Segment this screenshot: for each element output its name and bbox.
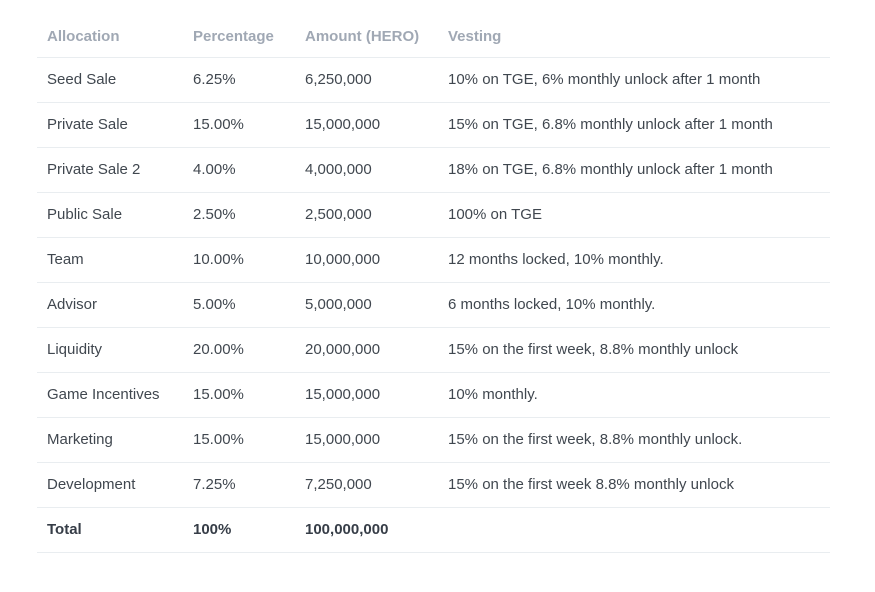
- cell-allocation: Private Sale: [37, 102, 183, 148]
- cell-amount: 15,000,000: [295, 417, 438, 463]
- column-header-allocation: Allocation: [37, 20, 183, 58]
- table-row: Advisor 5.00% 5,000,000 6 months locked,…: [37, 282, 830, 328]
- cell-percentage: 5.00%: [183, 282, 295, 328]
- cell-allocation: Marketing: [37, 417, 183, 463]
- cell-percentage: 4.00%: [183, 147, 295, 193]
- cell-allocation: Development: [37, 462, 183, 508]
- cell-amount: 20,000,000: [295, 327, 438, 373]
- table-row: Public Sale 2.50% 2,500,000 100% on TGE: [37, 192, 830, 238]
- cell-amount: 5,000,000: [295, 282, 438, 328]
- cell-vesting: 6 months locked, 10% monthly.: [438, 282, 830, 328]
- cell-vesting: 15% on TGE, 6.8% monthly unlock after 1 …: [438, 102, 830, 148]
- header-row: Allocation Percentage Amount (HERO) Vest…: [37, 20, 830, 58]
- cell-percentage: 10.00%: [183, 237, 295, 283]
- table-row: Private Sale 15.00% 15,000,000 15% on TG…: [37, 102, 830, 148]
- cell-percentage: 15.00%: [183, 102, 295, 148]
- cell-allocation: Game Incentives: [37, 372, 183, 418]
- cell-percentage: 2.50%: [183, 192, 295, 238]
- table-row: Game Incentives 15.00% 15,000,000 10% mo…: [37, 372, 830, 418]
- cell-allocation: Private Sale 2: [37, 147, 183, 193]
- cell-vesting: 12 months locked, 10% monthly.: [438, 237, 830, 283]
- table-row: Seed Sale 6.25% 6,250,000 10% on TGE, 6%…: [37, 57, 830, 103]
- cell-allocation: Team: [37, 237, 183, 283]
- allocation-table: Allocation Percentage Amount (HERO) Vest…: [37, 20, 830, 553]
- table-row-total: Total 100% 100,000,000: [37, 507, 830, 553]
- cell-allocation: Seed Sale: [37, 57, 183, 103]
- cell-allocation: Advisor: [37, 282, 183, 328]
- cell-percentage: 7.25%: [183, 462, 295, 508]
- cell-vesting: 10% on TGE, 6% monthly unlock after 1 mo…: [438, 57, 830, 103]
- table-row: Marketing 15.00% 15,000,000 15% on the f…: [37, 417, 830, 463]
- cell-amount: 100,000,000: [295, 507, 438, 553]
- cell-amount: 2,500,000: [295, 192, 438, 238]
- cell-vesting: 15% on the first week 8.8% monthly unloc…: [438, 462, 830, 508]
- cell-vesting: 100% on TGE: [438, 192, 830, 238]
- cell-percentage: 15.00%: [183, 417, 295, 463]
- allocation-table-container: Allocation Percentage Amount (HERO) Vest…: [37, 20, 830, 553]
- column-header-vesting: Vesting: [438, 20, 830, 58]
- cell-vesting: [438, 507, 830, 553]
- column-header-percentage: Percentage: [183, 20, 295, 58]
- cell-allocation: Public Sale: [37, 192, 183, 238]
- table-row: Private Sale 2 4.00% 4,000,000 18% on TG…: [37, 147, 830, 193]
- cell-vesting: 18% on TGE, 6.8% monthly unlock after 1 …: [438, 147, 830, 193]
- cell-amount: 10,000,000: [295, 237, 438, 283]
- cell-allocation: Liquidity: [37, 327, 183, 373]
- cell-percentage: 100%: [183, 507, 295, 553]
- cell-amount: 6,250,000: [295, 57, 438, 103]
- cell-percentage: 20.00%: [183, 327, 295, 373]
- column-header-amount: Amount (HERO): [295, 20, 438, 58]
- table-row: Liquidity 20.00% 20,000,000 15% on the f…: [37, 327, 830, 373]
- cell-vesting: 15% on the first week, 8.8% monthly unlo…: [438, 417, 830, 463]
- cell-vesting: 10% monthly.: [438, 372, 830, 418]
- cell-amount: 15,000,000: [295, 102, 438, 148]
- cell-amount: 4,000,000: [295, 147, 438, 193]
- cell-amount: 15,000,000: [295, 372, 438, 418]
- cell-allocation: Total: [37, 507, 183, 553]
- cell-amount: 7,250,000: [295, 462, 438, 508]
- cell-vesting: 15% on the first week, 8.8% monthly unlo…: [438, 327, 830, 373]
- table-row: Development 7.25% 7,250,000 15% on the f…: [37, 462, 830, 508]
- cell-percentage: 6.25%: [183, 57, 295, 103]
- table-row: Team 10.00% 10,000,000 12 months locked,…: [37, 237, 830, 283]
- cell-percentage: 15.00%: [183, 372, 295, 418]
